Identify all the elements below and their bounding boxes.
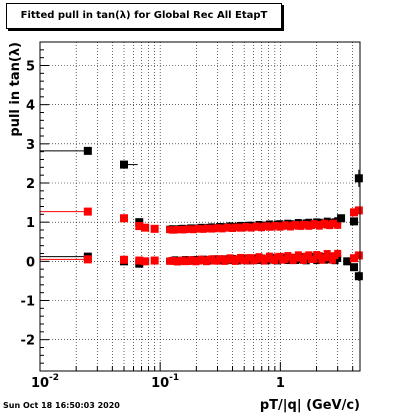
band-marker [271, 257, 279, 265]
band-marker [300, 256, 308, 264]
timestamp: Sun Oct 18 16:50:03 2020 [3, 401, 120, 410]
data-point [141, 257, 150, 266]
data-point [337, 214, 346, 223]
chart-title: Fitted pull in tan(λ) for Global Rec All… [20, 10, 268, 21]
y-tick-label: 5 [26, 60, 35, 75]
band-marker [305, 251, 313, 259]
data-point [349, 217, 358, 226]
y-axis-label: pull in tan(λ) [8, 42, 23, 137]
band-marker [281, 256, 289, 264]
x-axis-label: pT/|q| (GeV/c) [260, 398, 360, 413]
data-point [83, 146, 92, 155]
data-point [135, 222, 144, 231]
band-marker [321, 254, 329, 262]
y-tick-label: 2 [26, 177, 35, 192]
data-point [119, 255, 128, 264]
data-point [119, 160, 128, 169]
x-tick-exponent: -2 [49, 373, 59, 383]
band-marker [334, 221, 342, 229]
x-tick-label: 1 [276, 376, 285, 391]
y-tick-label: 0 [26, 255, 35, 270]
y-tick-label: 4 [26, 99, 35, 114]
data-point [354, 272, 363, 281]
data-point [83, 207, 92, 216]
dense-data-bands [166, 217, 342, 266]
data-point [141, 223, 150, 232]
data-point [150, 224, 159, 233]
band-marker [310, 255, 318, 263]
y-tick-label: 3 [26, 138, 35, 153]
data-point [349, 208, 358, 217]
band-marker [328, 256, 336, 264]
axis-ticks [39, 41, 354, 372]
data-point [349, 254, 358, 263]
data-point [135, 256, 144, 265]
data-point [354, 206, 363, 215]
data-points [40, 146, 363, 281]
title-box: Fitted pull in tan(λ) for Global Rec All… [6, 3, 282, 29]
x-tick-exponent: -1 [169, 373, 179, 383]
x-tick-label: 10 [31, 376, 49, 391]
x-tick-label: 10 [151, 376, 169, 391]
data-point [150, 256, 159, 265]
data-point [343, 257, 352, 266]
band-marker [286, 253, 294, 261]
data-point [119, 214, 128, 223]
band-marker [315, 252, 323, 260]
y-tick-label: -1 [21, 295, 35, 310]
data-point [354, 251, 363, 260]
y-tick-label: -2 [21, 334, 35, 349]
data-point [349, 263, 358, 272]
data-point [83, 255, 92, 264]
y-tick-label: 1 [26, 216, 35, 231]
plot-frame [39, 41, 361, 372]
band-marker [334, 249, 342, 257]
data-point [354, 174, 363, 183]
grid-lines [39, 42, 360, 371]
band-marker [276, 252, 284, 260]
